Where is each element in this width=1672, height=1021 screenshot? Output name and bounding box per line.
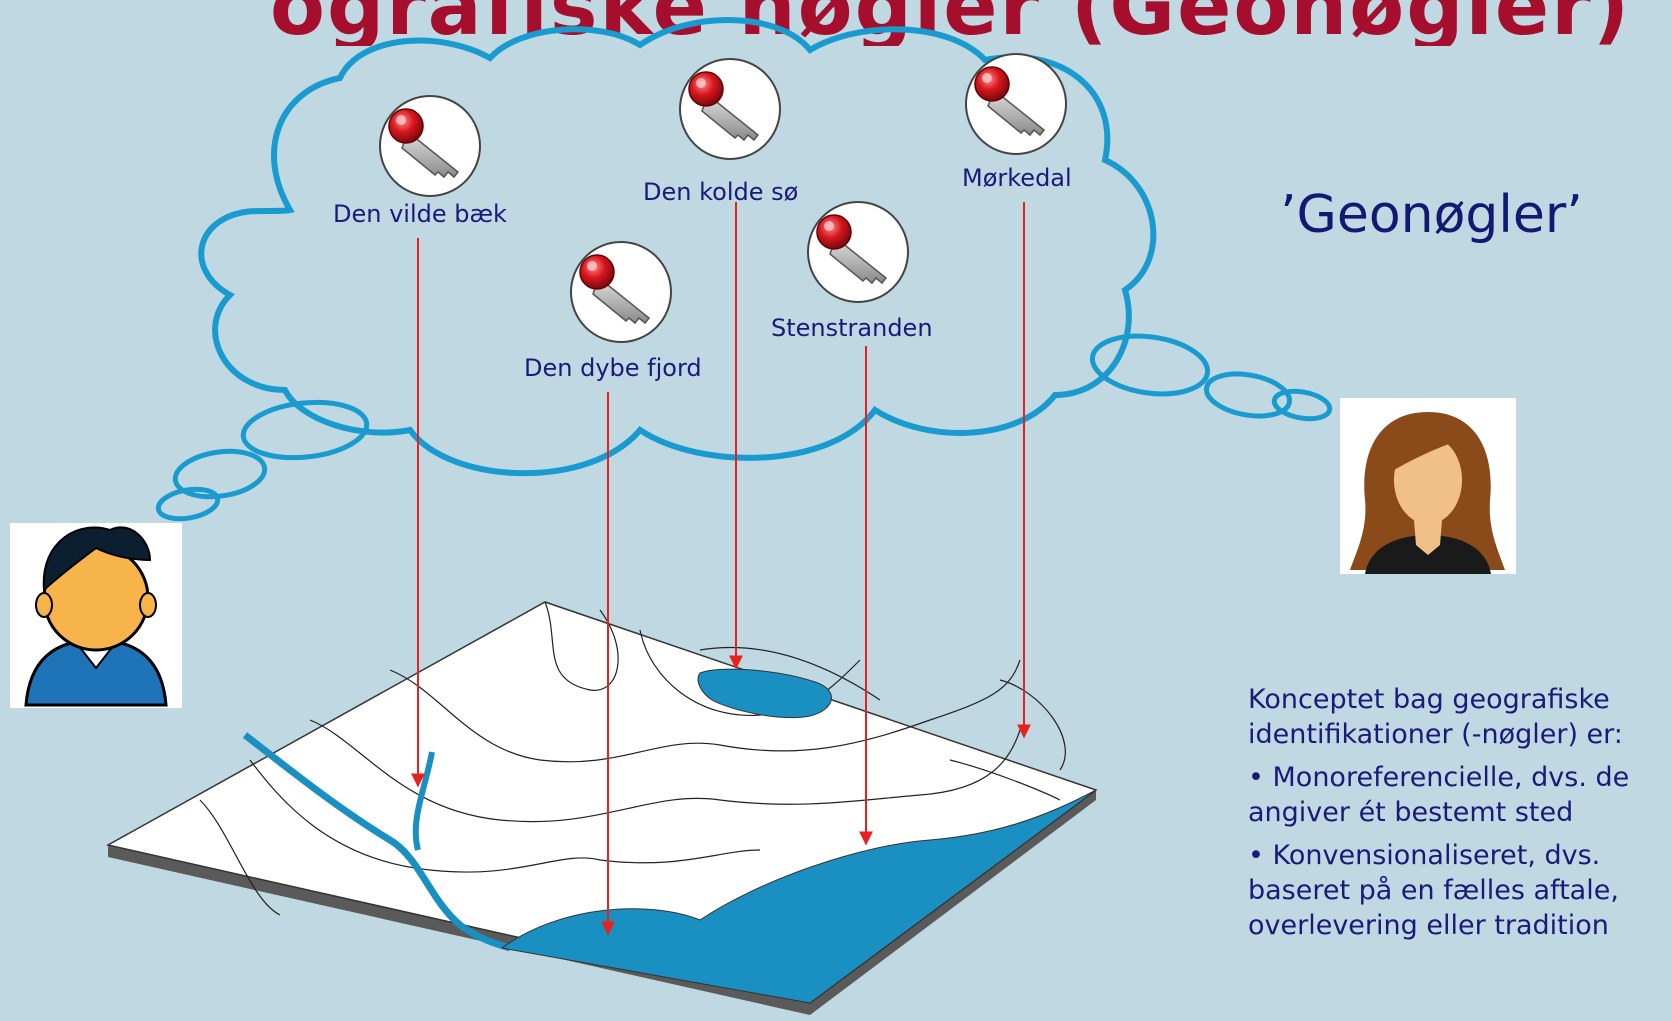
thought-bubble-small — [240, 399, 370, 461]
key-icon — [379, 95, 481, 197]
thought-cloud — [198, 17, 1157, 477]
key-label: Den kolde sø — [643, 178, 799, 206]
description-bullet: • Konvensionaliseret, dvs. baseret på en… — [1248, 840, 1619, 941]
map-board — [105, 601, 1098, 1015]
river-branch — [412, 751, 435, 851]
river — [242, 732, 512, 952]
description-bullet: • Monoreferencielle, dvs. de angiver ét … — [1248, 762, 1630, 828]
key-icon — [807, 201, 909, 303]
description: Konceptet bag geografiske identifikation… — [1248, 682, 1672, 951]
thought-bubble-small — [1203, 371, 1293, 419]
key-icon — [965, 53, 1067, 155]
key-label: Den vilde bæk — [333, 200, 507, 228]
lake — [697, 668, 832, 719]
thought-bubble-small — [172, 448, 268, 500]
title: ’Geonøgler’ — [1280, 185, 1583, 245]
woman-avatar — [1340, 398, 1516, 574]
key-label: Stenstranden — [771, 314, 933, 342]
key-label: Den dybe fjord — [524, 354, 702, 382]
reference-arrows — [411, 202, 1031, 936]
key-icon — [570, 241, 672, 343]
man-avatar — [10, 523, 182, 708]
thought-bubble-small — [1271, 388, 1333, 422]
thought-bubble-small — [155, 486, 221, 522]
key-label: Mørkedal — [962, 164, 1072, 192]
thought-bubble-small — [1089, 333, 1211, 397]
key-icon — [679, 58, 781, 160]
description-intro: Konceptet bag geografiske identifikation… — [1248, 684, 1623, 750]
